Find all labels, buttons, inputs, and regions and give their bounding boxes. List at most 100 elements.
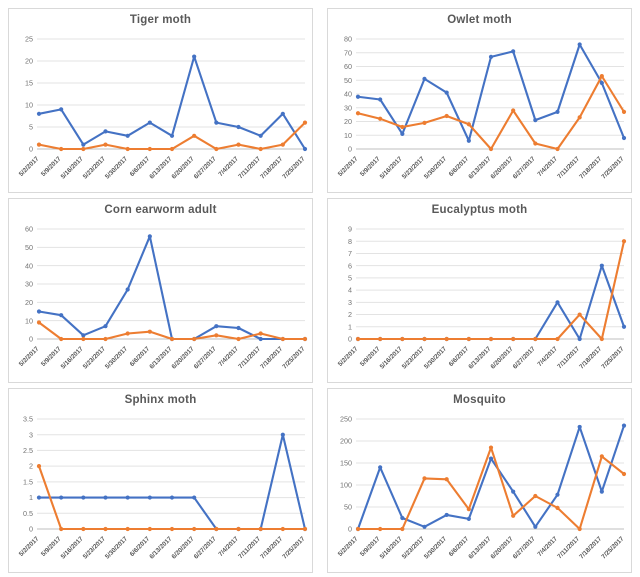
data-point-marker bbox=[59, 495, 64, 500]
data-point-marker bbox=[302, 146, 308, 152]
data-point-marker bbox=[444, 477, 449, 482]
y-axis-tick-label: 0.5 bbox=[23, 509, 33, 518]
chart-panel-mosquito[interactable]: Mosquito 0 50 100 150 200 250 5/2/2017 5/9/2017… bbox=[327, 388, 632, 573]
x-axis-tick-label: 7/25/2017 bbox=[281, 345, 306, 370]
charts-grid: Tiger moth 0 5 10 15 20 25 5/2/2017 5/9/2017 5/1… bbox=[8, 8, 632, 573]
chart-panel-tiger-moth[interactable]: Tiger moth 0 5 10 15 20 25 5/2/2017 5/9/2017 5/1… bbox=[8, 8, 313, 193]
y-axis-tick-label: 20 bbox=[25, 57, 33, 66]
data-point-marker bbox=[555, 492, 560, 497]
data-point-marker bbox=[355, 94, 361, 99]
x-axis-tick-label: 6/27/2017 bbox=[512, 345, 537, 370]
x-axis-tick-label: 5/23/2017 bbox=[82, 345, 107, 370]
data-point-marker bbox=[169, 495, 175, 500]
y-axis-tick-label: 70 bbox=[344, 48, 352, 57]
chart-title: Tiger moth bbox=[129, 14, 192, 26]
y-axis-tick-label: 1.5 bbox=[23, 477, 33, 486]
x-axis-tick-label: 6/20/2017 bbox=[171, 535, 196, 560]
x-axis-tick-label: 6/20/2017 bbox=[171, 345, 196, 370]
x-axis-tick-label: 6/20/2017 bbox=[490, 535, 515, 560]
data-point-marker bbox=[192, 133, 197, 138]
x-axis-tick-label: 6/13/2017 bbox=[467, 345, 492, 370]
x-axis-tick-label: 6/13/2017 bbox=[148, 535, 173, 560]
x-axis-tick-label: 5/16/2017 bbox=[379, 345, 404, 370]
data-point-marker bbox=[81, 142, 86, 147]
y-axis-tick-label: 0 bbox=[348, 525, 352, 534]
data-point-marker bbox=[302, 120, 308, 125]
y-axis-tick-label: 6 bbox=[348, 261, 352, 270]
x-axis-tick-label: 5/2/2017 bbox=[337, 345, 360, 368]
data-point-marker bbox=[378, 336, 383, 342]
x-axis-tick-label: 5/30/2017 bbox=[104, 535, 129, 560]
data-point-marker bbox=[280, 142, 285, 147]
data-point-marker bbox=[621, 423, 627, 428]
data-point-marker bbox=[214, 146, 219, 152]
x-axis-tick-label: 6/27/2017 bbox=[193, 345, 218, 370]
data-point-marker bbox=[444, 90, 449, 95]
data-point-marker bbox=[103, 526, 108, 532]
y-axis-tick-label: 1 bbox=[348, 322, 352, 331]
data-point-marker bbox=[81, 146, 86, 152]
data-point-marker bbox=[236, 336, 241, 342]
data-point-marker bbox=[59, 107, 64, 112]
y-axis-tick-label: 200 bbox=[340, 437, 352, 446]
x-axis-tick-label: 6/20/2017 bbox=[490, 155, 515, 180]
data-point-marker bbox=[147, 120, 152, 125]
data-point-marker bbox=[280, 432, 285, 437]
y-axis-tick-label: 4 bbox=[348, 286, 352, 295]
y-axis-tick-label: 60 bbox=[25, 225, 33, 234]
data-point-marker bbox=[103, 324, 108, 329]
chart-title: Corn earworm adult bbox=[104, 204, 217, 216]
chart-plot-mosquito: 0 50 100 150 200 250 5/2/2017 5/9/2017 5/16/2017… bbox=[328, 411, 631, 572]
data-point-marker bbox=[621, 109, 627, 114]
chart-panel-owlet-moth[interactable]: Owlet moth 0 10 20 30 40 50 60 70 80 5/2/2017 5/9/… bbox=[327, 8, 632, 193]
y-axis-tick-label: 2 bbox=[348, 310, 352, 319]
data-point-marker bbox=[280, 526, 285, 532]
x-axis-tick-label: 5/2/2017 bbox=[18, 535, 41, 558]
data-point-marker bbox=[169, 146, 175, 152]
data-point-marker bbox=[169, 526, 175, 532]
data-point-marker bbox=[258, 336, 263, 342]
y-axis-tick-label: 80 bbox=[344, 35, 352, 44]
chart-panel-corn-earworm-adult[interactable]: Corn earworm adult 0 10 20 30 40 50 60 5/2/2017… bbox=[8, 198, 313, 383]
data-point-marker bbox=[488, 336, 494, 342]
y-axis-tick-label: 10 bbox=[25, 101, 33, 110]
chart-panel-sphinx-moth[interactable]: Sphinx moth 0 0.5 1 1.5 2 2.5 3 3.5 5/2/2017 5/9/… bbox=[8, 388, 313, 573]
data-point-marker bbox=[236, 526, 241, 532]
chart-panel-eucalyptus-moth[interactable]: Eucalyptus moth 0 1 2 3 4 5 6 7 8 9 5/2/2017 5/9/20… bbox=[327, 198, 632, 383]
data-point-marker bbox=[533, 493, 538, 499]
y-axis-tick-label: 50 bbox=[344, 503, 352, 512]
data-point-marker bbox=[280, 111, 285, 116]
x-axis-tick-label: 7/11/2017 bbox=[237, 345, 262, 370]
x-axis-tick-label: 5/23/2017 bbox=[82, 535, 107, 560]
data-point-marker bbox=[125, 526, 130, 532]
data-point-marker bbox=[147, 329, 152, 334]
chart-title: Sphinx moth bbox=[124, 394, 197, 406]
y-axis-tick-label: 7 bbox=[348, 249, 352, 258]
data-point-marker bbox=[555, 300, 560, 305]
data-point-marker bbox=[378, 116, 383, 121]
data-point-marker bbox=[511, 108, 516, 113]
data-point-marker bbox=[577, 336, 582, 342]
data-point-marker bbox=[36, 309, 42, 314]
data-point-marker bbox=[103, 336, 108, 342]
data-point-marker bbox=[192, 526, 197, 532]
data-point-marker bbox=[258, 526, 263, 532]
data-point-marker bbox=[378, 465, 383, 470]
data-point-marker bbox=[214, 333, 219, 338]
data-point-marker bbox=[466, 336, 471, 342]
y-axis-tick-label: 40 bbox=[344, 90, 352, 99]
data-point-marker bbox=[103, 142, 108, 147]
x-axis-tick-label: 5/16/2017 bbox=[379, 155, 404, 180]
data-point-marker bbox=[192, 336, 197, 342]
chart-plot-owlet-moth: 0 10 20 30 40 50 60 70 80 5/2/2017 5/9/2017 5/16/20… bbox=[328, 31, 631, 192]
series-orange-line bbox=[356, 75, 626, 151]
x-axis-tick-label: 7/25/2017 bbox=[600, 345, 625, 370]
x-axis-tick-label: 7/11/2017 bbox=[556, 535, 581, 560]
data-point-marker bbox=[555, 109, 560, 114]
data-point-marker bbox=[444, 113, 449, 119]
data-point-marker bbox=[511, 336, 516, 342]
x-axis-tick-label: 5/23/2017 bbox=[401, 535, 426, 560]
